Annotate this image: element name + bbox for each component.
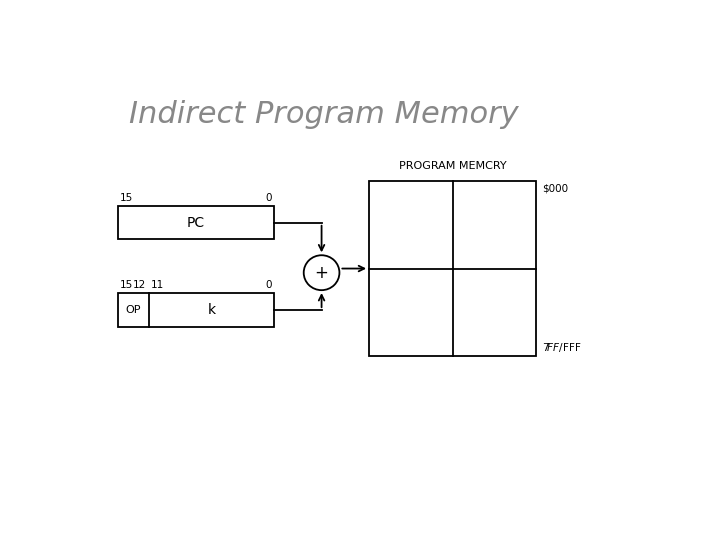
Text: 0: 0 xyxy=(266,280,272,290)
Text: $000: $000 xyxy=(542,183,568,193)
Text: PC: PC xyxy=(187,216,205,230)
Ellipse shape xyxy=(304,255,339,290)
Bar xyxy=(118,206,274,239)
Text: $7FF/$FFF: $7FF/$FFF xyxy=(542,341,582,354)
Text: 15: 15 xyxy=(120,280,133,290)
Text: Indirect Program Memory: Indirect Program Memory xyxy=(129,100,518,129)
Text: 12: 12 xyxy=(133,280,146,290)
Text: 15: 15 xyxy=(120,193,133,203)
Text: 11: 11 xyxy=(150,280,164,290)
Bar xyxy=(118,294,274,327)
Text: PROGRAM MEMCRY: PROGRAM MEMCRY xyxy=(399,161,506,171)
Text: 0: 0 xyxy=(266,193,272,203)
Text: k: k xyxy=(207,303,215,317)
Bar xyxy=(369,181,536,356)
Text: OP: OP xyxy=(125,305,141,315)
Text: +: + xyxy=(315,264,328,282)
